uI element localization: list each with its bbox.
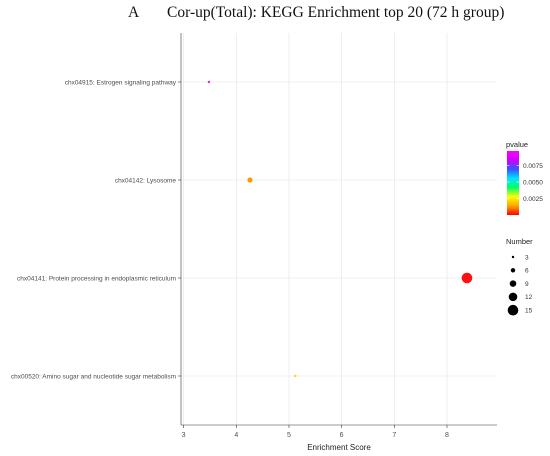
size-legend-dot [507, 304, 519, 316]
number-legend: Number 3 6 9 12 15 [506, 237, 533, 316]
y-axis-categories: chx04915: Estrogen signaling pathway chx0… [11, 79, 181, 380]
size-legend-dot [511, 255, 515, 259]
pvalue-colorbar [507, 151, 519, 215]
size-legend-dot [510, 268, 516, 273]
size-legend-label: 12 [525, 294, 533, 301]
y-category-label: chx04142: Lysosome [115, 177, 177, 184]
x-tick-label: 8 [445, 432, 449, 439]
grid-lines [181, 33, 497, 425]
y-category-label: chx04915: Estrogen signaling pathway [65, 79, 177, 86]
x-axis-label: Enrichment Score [307, 443, 371, 452]
size-legend-dot [509, 280, 517, 287]
size-legend-label: 3 [525, 254, 529, 261]
x-axis-ticks: 3 4 5 6 7 8 [182, 425, 449, 439]
colorbar-tick-label: 0.0025 [523, 196, 543, 203]
pvalue-legend-title: pvalue [506, 140, 528, 149]
colorbar-tick-label: 0.0050 [523, 179, 543, 186]
data-point [294, 374, 297, 378]
y-category-label: chx04141: Protein processing in endoplas… [17, 275, 176, 282]
plot-panel [181, 33, 497, 425]
x-tick-label: 7 [392, 432, 396, 439]
size-legend-label: 15 [525, 308, 533, 315]
size-legend-label: 6 [525, 268, 529, 275]
chart-title: Cor-up(Total): KEGG Enrichment top 20 (7… [167, 4, 504, 21]
pvalue-legend: pvalue 0.0025 0.0050 0.0075 [506, 140, 543, 215]
data-points [207, 80, 473, 378]
size-legend-dot [508, 292, 518, 302]
data-point [207, 80, 211, 84]
data-point [461, 272, 473, 284]
data-point [247, 177, 253, 183]
x-tick-label: 3 [182, 432, 186, 439]
size-legend-label: 9 [525, 281, 529, 288]
panel-letter: A [128, 4, 140, 21]
x-tick-label: 4 [234, 432, 238, 439]
number-legend-title: Number [506, 237, 533, 246]
x-tick-label: 6 [340, 432, 344, 439]
x-tick-label: 5 [287, 432, 291, 439]
colorbar-tick-label: 0.0075 [523, 163, 543, 170]
y-category-label: chx00520: Amino sugar and nucleotide sug… [11, 373, 176, 380]
